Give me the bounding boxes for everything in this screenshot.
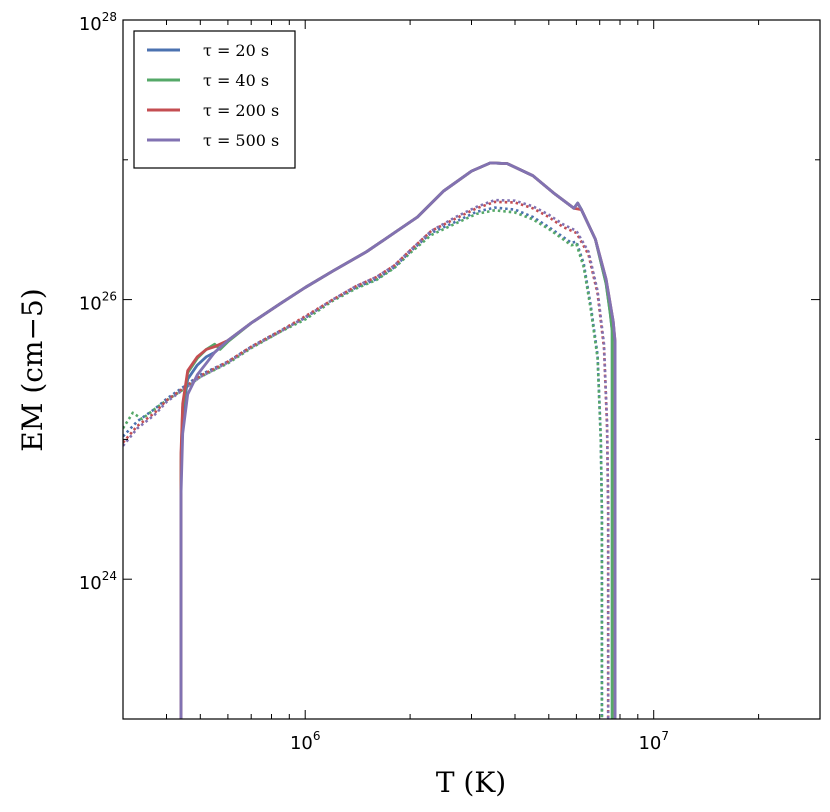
series-20-dotted-line: [123, 206, 604, 719]
y-tick-label: 1028: [79, 10, 117, 35]
series-500-dotted-line: [123, 198, 610, 719]
y-tick-labels: 1024 1026 1028: [79, 10, 117, 594]
x-tick-label: 106: [290, 729, 321, 754]
series-500-solid-line: [179, 161, 617, 719]
legend-label-20: τ = 20 s: [203, 41, 269, 60]
y-tick-label: 1024: [79, 569, 117, 594]
series-layer: [123, 161, 617, 719]
legend-box: [133, 30, 296, 169]
y-tick-label: 1026: [79, 290, 117, 315]
x-axis-title: T (K): [436, 766, 506, 799]
legend: τ = 20 s τ = 40 s τ = 200 s τ = 500 s: [133, 30, 296, 169]
legend-label-200: τ = 200 s: [203, 101, 279, 120]
x-tick-label: 107: [638, 729, 669, 754]
legend-label-500: τ = 500 s: [203, 131, 279, 150]
legend-label-40: τ = 40 s: [203, 71, 269, 90]
y-axis-title: EM (cm−5): [16, 288, 49, 451]
x-tick-labels: 106 107: [290, 729, 669, 754]
plot-frame: [122, 19, 821, 720]
